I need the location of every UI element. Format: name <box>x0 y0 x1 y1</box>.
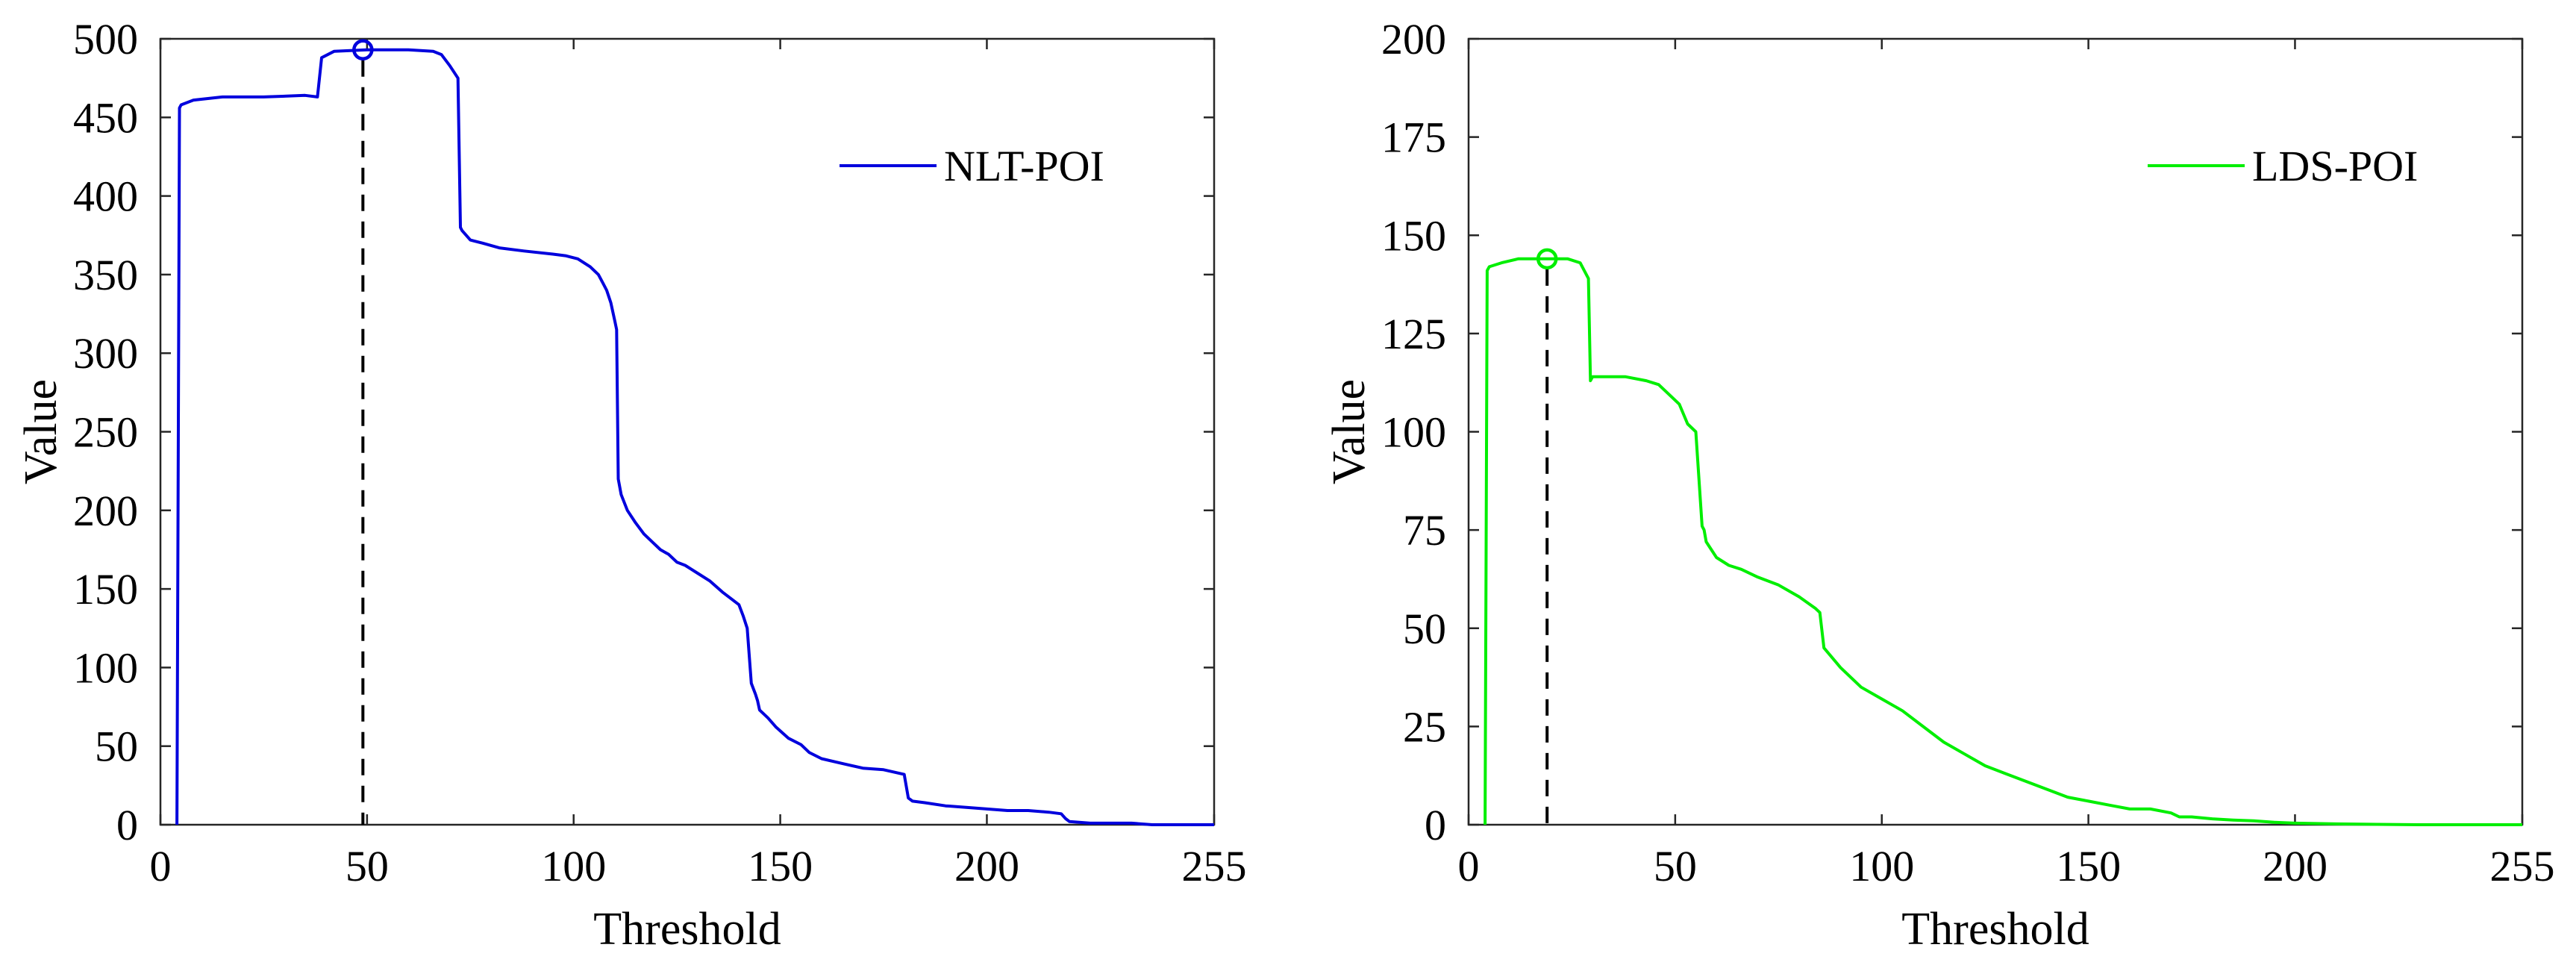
x-tick-label: 150 <box>2056 842 2121 890</box>
y-tick-label: 400 <box>73 172 138 221</box>
y-tick-label: 50 <box>95 722 138 771</box>
x-tick-label: 200 <box>954 842 1019 890</box>
y-tick-label: 350 <box>73 251 138 299</box>
x-axis-label: Threshold <box>1901 904 2089 955</box>
x-tick-label: 0 <box>1458 842 1480 890</box>
y-tick-label: 450 <box>73 93 138 142</box>
x-tick-label: 0 <box>150 842 172 890</box>
y-tick-label: 150 <box>1381 211 1446 260</box>
y-tick-label: 200 <box>73 487 138 535</box>
x-tick-label: 50 <box>1654 842 1697 890</box>
y-tick-label: 250 <box>73 408 138 457</box>
y-tick-label: 175 <box>1381 113 1446 162</box>
y-tick-label: 50 <box>1403 605 1446 653</box>
legend-label: NLT-POI <box>944 142 1104 190</box>
y-tick-label: 75 <box>1403 506 1446 555</box>
x-tick-label: 255 <box>2490 842 2555 890</box>
series-line-nlt-poi <box>175 48 1214 826</box>
legend-label: LDS-POI <box>2252 142 2418 190</box>
y-tick-label: 125 <box>1381 310 1446 358</box>
x-tick-label: 100 <box>1849 842 1914 890</box>
y-tick-label: 150 <box>73 565 138 614</box>
x-tick-label: 50 <box>346 842 389 890</box>
y-tick-label: 100 <box>73 643 138 692</box>
x-tick-label: 100 <box>541 842 606 890</box>
x-tick-label: 255 <box>1182 842 1247 890</box>
y-tick-label: 300 <box>73 329 138 378</box>
x-tick-label: 150 <box>748 842 813 890</box>
chart-nlt-poi: 0 50 100 150 200 255 0 50 100 150 200 250 300 350 400 4… <box>16 15 1247 955</box>
y-tick-label: 100 <box>1381 408 1446 457</box>
x-axis-label: Threshold <box>593 904 781 955</box>
y-tick-label: 25 <box>1403 702 1446 751</box>
y-axis-label: Value <box>1324 379 1375 484</box>
y-tick-label: 500 <box>73 15 138 63</box>
chart-lds-poi: 0 50 100 150 200 2550255075100125150175200Thr… <box>1324 15 2555 955</box>
y-axis-label: Value <box>16 379 66 484</box>
y-tick-label: 0 <box>116 801 138 849</box>
y-tick-label: 200 <box>1381 15 1446 63</box>
peak-marker <box>1536 248 1558 270</box>
y-tick-label: 0 <box>1425 801 1446 849</box>
series-line-lds-poi <box>1484 257 2522 826</box>
x-tick-label: 200 <box>2263 842 2328 890</box>
peak-marker <box>352 39 374 60</box>
